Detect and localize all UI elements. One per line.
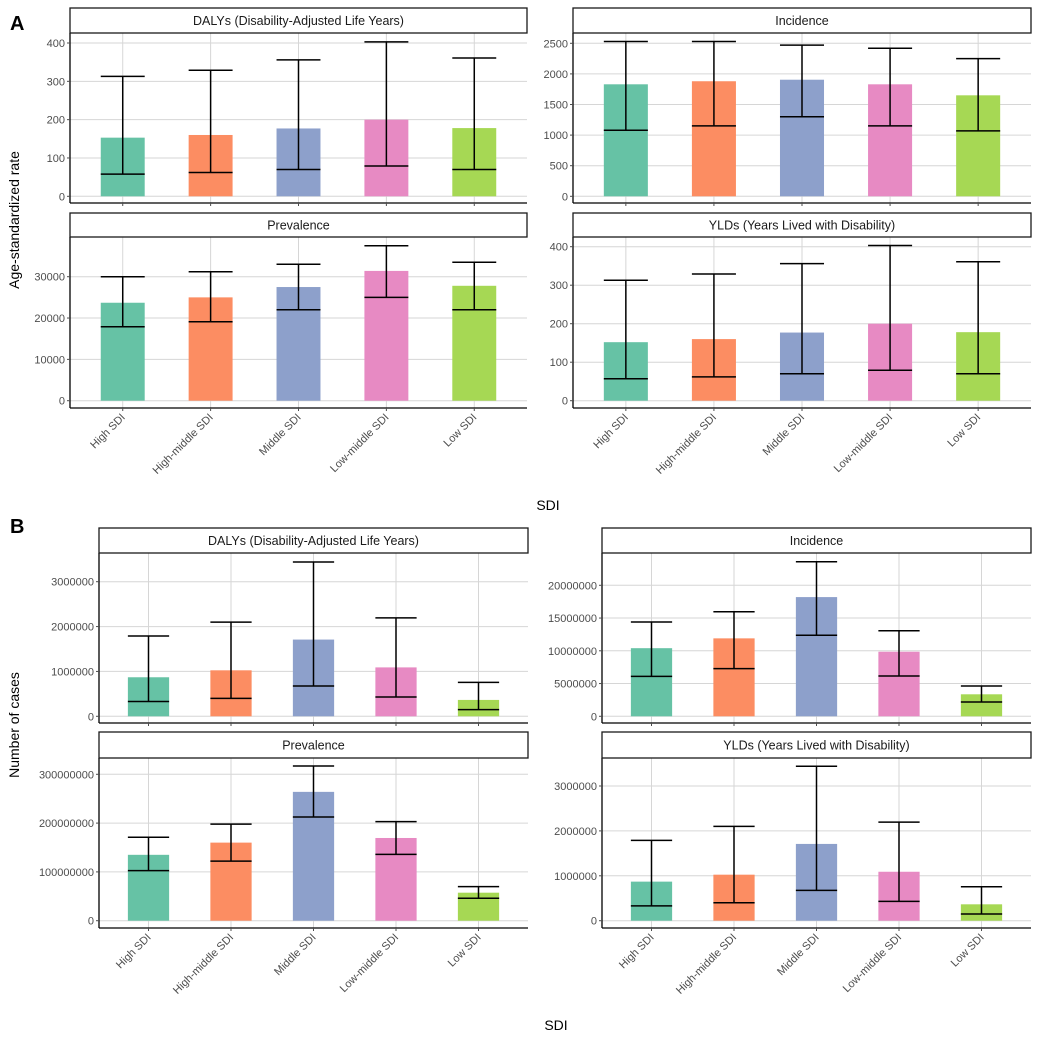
y-tick-label: 400 — [550, 242, 568, 254]
panel-a-0: 0 100 200 300 400 DALYs (Disability-Adjusted … — [47, 7, 528, 206]
panel-b-5: 0 5000000 10000000 15000000 20000000 Incidenc… — [548, 527, 1032, 726]
facet-strip — [601, 527, 1032, 554]
y-tick-label: 200000000 — [39, 818, 94, 830]
y-tick-label: 0 — [88, 916, 94, 928]
y-tick-label: 1000 — [544, 130, 568, 142]
y-tick-label: 2000000 — [554, 826, 597, 838]
facet-title: YLDs (Years Lived with Disability) — [709, 219, 895, 233]
y-tick-label: 200 — [47, 115, 65, 127]
y-tick-label: 20000 — [34, 313, 65, 325]
y-tick-label: 1000000 — [554, 871, 597, 883]
y-tick-label: 100000000 — [39, 867, 94, 879]
bar-4 — [960, 694, 1003, 717]
y-tick-label: 0 — [562, 191, 568, 203]
panel-b-4: 0 1000000 2000000 3000000 DALYs (Disability-… — [51, 527, 529, 726]
y-tick-label: 200 — [550, 319, 568, 331]
y-tick-label: 10000 — [34, 354, 65, 366]
facet-strip — [601, 731, 1032, 759]
y-tick-label: 20000000 — [548, 580, 597, 592]
y-tick-label: 0 — [59, 191, 65, 203]
y-tick-label: 2000 — [544, 69, 568, 81]
facet-title: Incidence — [790, 534, 844, 548]
y-tick-label: 3000000 — [554, 781, 597, 793]
y-tick-label: 0 — [88, 711, 94, 723]
facet-title: DALYs (Disability-Adjusted Life Years) — [208, 534, 419, 548]
facet-strip — [98, 731, 529, 759]
y-tick-label: 3000000 — [51, 577, 94, 589]
y-tick-label: 2000000 — [51, 622, 94, 634]
y-tick-label: 15000000 — [548, 613, 597, 625]
y-tick-label: 500 — [550, 161, 568, 173]
y-tick-label: 300 — [47, 76, 65, 88]
figure-label-a: A — [10, 13, 24, 35]
y-tick-label: 0 — [59, 396, 65, 408]
y-axis-title-a: Age-standardized rate — [6, 151, 22, 289]
y-tick-label: 400 — [47, 38, 65, 50]
facet-strip — [572, 212, 1032, 238]
y-tick-label: 10000000 — [548, 646, 597, 658]
facet-title: Prevalence — [282, 739, 345, 753]
y-tick-label: 100 — [47, 153, 65, 165]
y-tick-label: 300000000 — [39, 769, 94, 781]
panel-a-1: 0 500 1000 1500 2000 2500 Incidence — [544, 7, 1032, 206]
facet-title: DALYs (Disability-Adjusted Life Years) — [193, 14, 404, 28]
figure-label-b: B — [10, 516, 24, 538]
x-axis-title-a: SDI — [536, 497, 559, 513]
y-axis-title-b: Number of cases — [6, 672, 22, 778]
y-tick-label: 1000000 — [51, 666, 94, 678]
facet-strip — [69, 212, 528, 238]
y-tick-label: 1500 — [544, 100, 568, 112]
y-tick-label: 30000 — [34, 272, 65, 284]
y-tick-label: 2500 — [544, 38, 568, 50]
facet-title: Prevalence — [267, 219, 330, 233]
facet-title: YLDs (Years Lived with Disability) — [723, 739, 909, 753]
facet-title: Incidence — [775, 14, 829, 28]
y-tick-label: 100 — [550, 357, 568, 369]
facet-strip — [98, 527, 529, 554]
y-tick-label: 5000000 — [554, 679, 597, 691]
facet-strip — [69, 7, 528, 34]
y-tick-label: 0 — [591, 711, 597, 723]
facet-strip — [572, 7, 1032, 34]
y-tick-label: 0 — [562, 396, 568, 408]
x-axis-title-b: SDI — [544, 1017, 567, 1033]
y-tick-label: 300 — [550, 280, 568, 292]
y-tick-label: 0 — [591, 916, 597, 928]
